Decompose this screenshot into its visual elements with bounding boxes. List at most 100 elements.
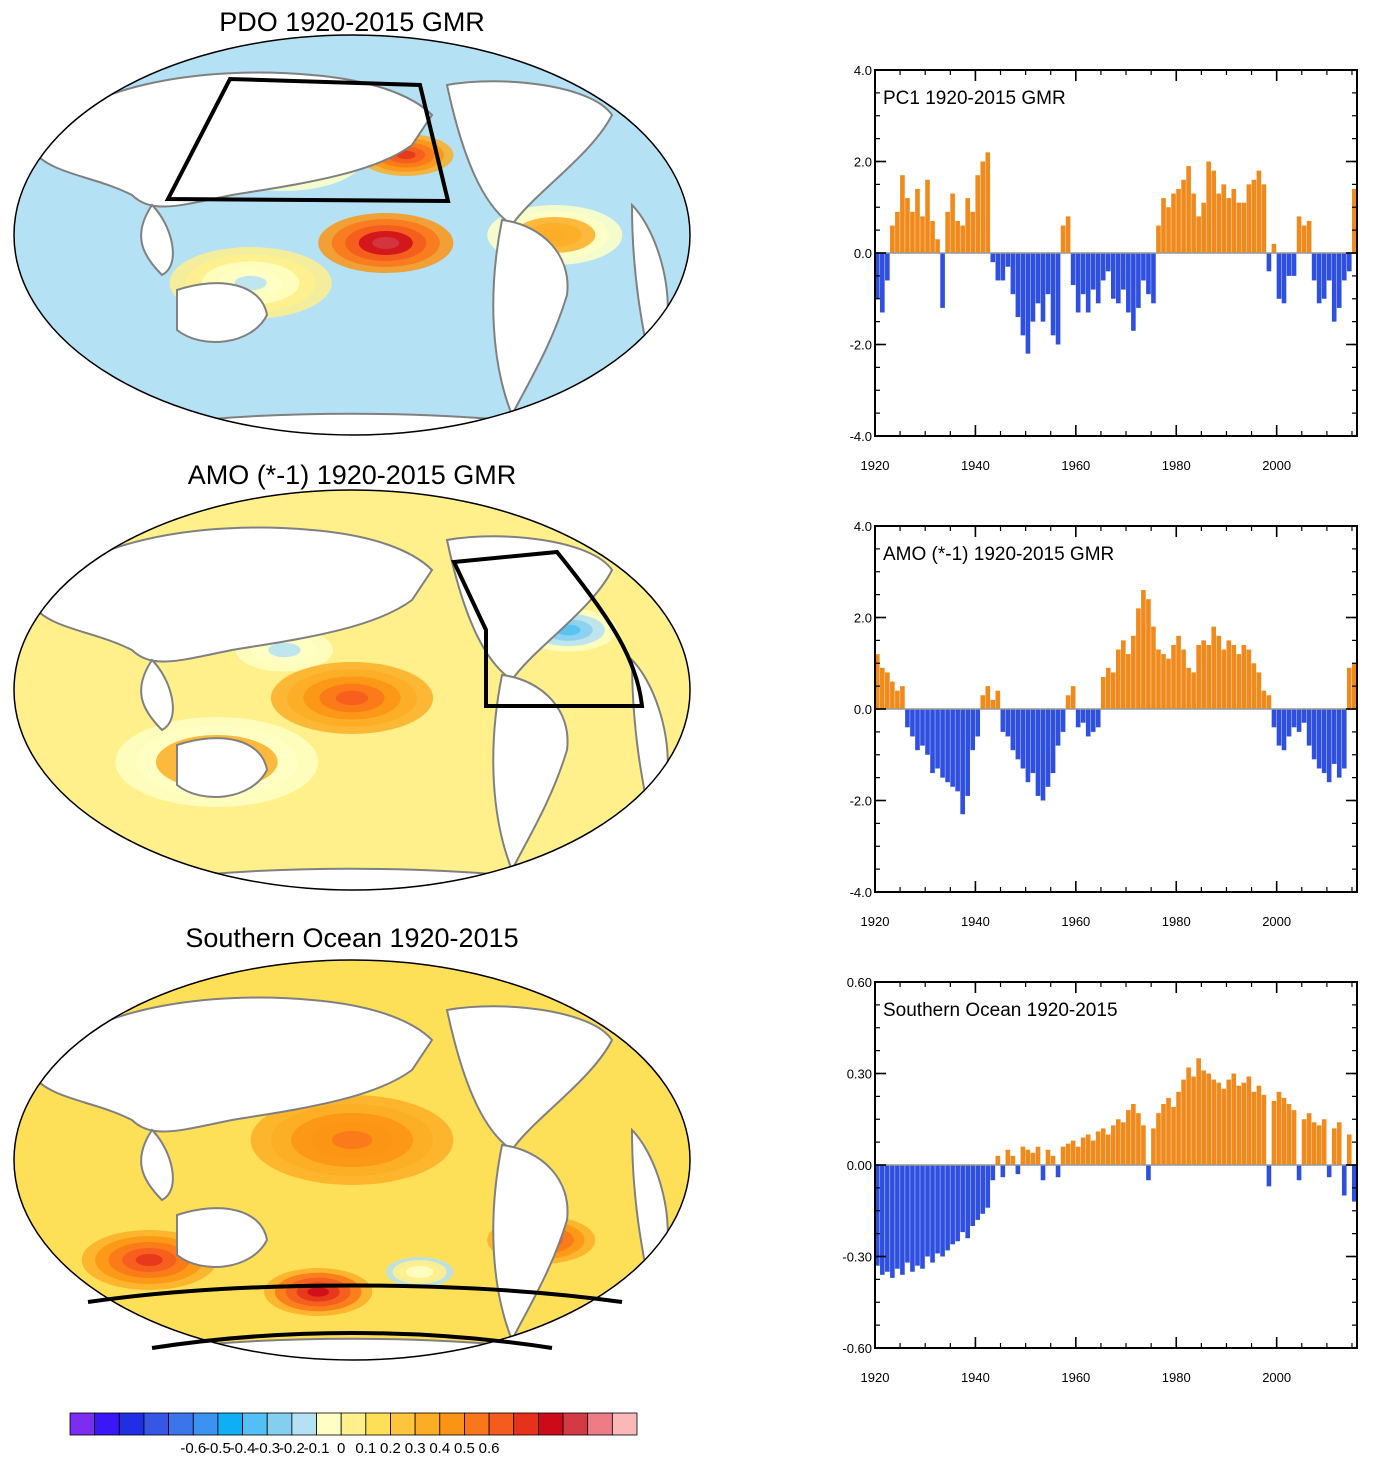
bar	[965, 1165, 970, 1239]
map-panel-amo: AMO (*-1) 1920-2015 GMR	[13, 460, 691, 891]
sst-anomaly-blob	[135, 1254, 163, 1266]
bar	[1341, 709, 1347, 769]
bar	[1241, 644, 1247, 709]
bar	[1116, 649, 1121, 709]
bar	[1055, 253, 1061, 345]
bar	[940, 1165, 945, 1257]
bar	[1246, 1076, 1252, 1165]
bar	[1261, 184, 1267, 253]
globe	[13, 489, 691, 891]
bar	[1126, 1110, 1131, 1165]
colorbar-swatch	[143, 1412, 170, 1436]
bar	[1226, 640, 1232, 709]
bar	[1015, 709, 1021, 760]
colorbar-label: 0.2	[380, 1440, 401, 1457]
bar	[925, 1165, 930, 1257]
bar	[1316, 1125, 1322, 1165]
y-tick-label: 0.0	[854, 702, 872, 717]
bar	[1060, 709, 1066, 732]
bar	[1266, 253, 1272, 272]
bar	[890, 681, 895, 709]
bar	[1065, 216, 1071, 253]
bar	[1166, 1097, 1171, 1165]
bar	[1060, 225, 1066, 253]
bar	[890, 1165, 895, 1278]
bar	[880, 1165, 885, 1275]
x-tick-label: 1920	[861, 914, 890, 929]
bar	[1201, 1070, 1206, 1165]
bar	[1090, 709, 1096, 732]
bar	[960, 709, 965, 815]
bar	[1206, 161, 1211, 253]
bar	[1181, 1079, 1186, 1165]
bar	[1151, 253, 1156, 304]
bar	[970, 211, 976, 253]
landmasses	[30, 71, 669, 435]
bar	[1186, 1067, 1191, 1165]
bar	[1281, 709, 1287, 751]
bar	[915, 1165, 920, 1266]
bar	[950, 709, 955, 787]
bar	[960, 225, 965, 253]
bar	[1015, 1165, 1021, 1175]
bar	[1276, 1091, 1282, 1165]
chart-title: PC1 1920-2015 GMR	[883, 88, 1066, 109]
bar	[1000, 709, 1006, 732]
bar	[1040, 709, 1046, 801]
bar	[930, 709, 935, 774]
bar	[1146, 1165, 1151, 1181]
bar	[975, 1165, 981, 1220]
bar	[1221, 1088, 1227, 1165]
bar	[975, 709, 981, 737]
bar	[1025, 1149, 1031, 1165]
bar	[910, 1165, 915, 1272]
bar	[1296, 216, 1302, 253]
colorbar-swatch	[439, 1412, 465, 1436]
bar	[1070, 686, 1076, 709]
y-tick-label: 0.30	[847, 1067, 872, 1082]
bar	[1286, 709, 1292, 737]
bar	[1015, 253, 1021, 318]
bar	[1095, 709, 1101, 728]
colorbar-swatch	[365, 1412, 391, 1436]
bar	[1281, 253, 1287, 304]
bar	[1136, 253, 1141, 308]
bar	[980, 695, 986, 709]
bar	[965, 198, 970, 253]
colorbar-label: -0.6	[180, 1440, 206, 1457]
globe-outline	[13, 489, 691, 891]
bar	[1005, 709, 1011, 737]
bar	[1321, 253, 1327, 299]
bar	[900, 175, 905, 253]
bar	[955, 220, 960, 253]
bar	[935, 239, 940, 253]
x-tick-label: 1980	[1162, 1370, 1191, 1385]
bar	[1266, 1165, 1272, 1187]
bar	[1226, 1079, 1232, 1165]
bar	[1156, 1113, 1161, 1165]
bar	[900, 686, 905, 709]
bar	[1146, 253, 1151, 295]
x-tick-label: 1960	[1061, 458, 1090, 473]
bar	[990, 253, 996, 263]
bar	[1080, 253, 1086, 295]
colorbar-swatch	[611, 1412, 638, 1436]
bar	[1351, 188, 1357, 253]
bar	[975, 175, 981, 253]
colorbar-swatch	[69, 1412, 96, 1436]
bar	[1105, 667, 1111, 709]
bar	[1176, 635, 1181, 709]
bar	[980, 161, 986, 253]
colorbar-label: -0.3	[254, 1440, 280, 1457]
bar	[895, 211, 900, 253]
colorbar-swatch	[537, 1412, 564, 1436]
bar	[1100, 253, 1106, 281]
bar	[1010, 709, 1016, 751]
bar	[1336, 253, 1342, 308]
bar	[990, 699, 996, 709]
bar	[1201, 640, 1206, 709]
bar	[1121, 253, 1126, 290]
colorbar-swatch	[587, 1412, 613, 1436]
colorbar-label: -0.1	[304, 1440, 330, 1457]
bar	[1206, 644, 1211, 709]
